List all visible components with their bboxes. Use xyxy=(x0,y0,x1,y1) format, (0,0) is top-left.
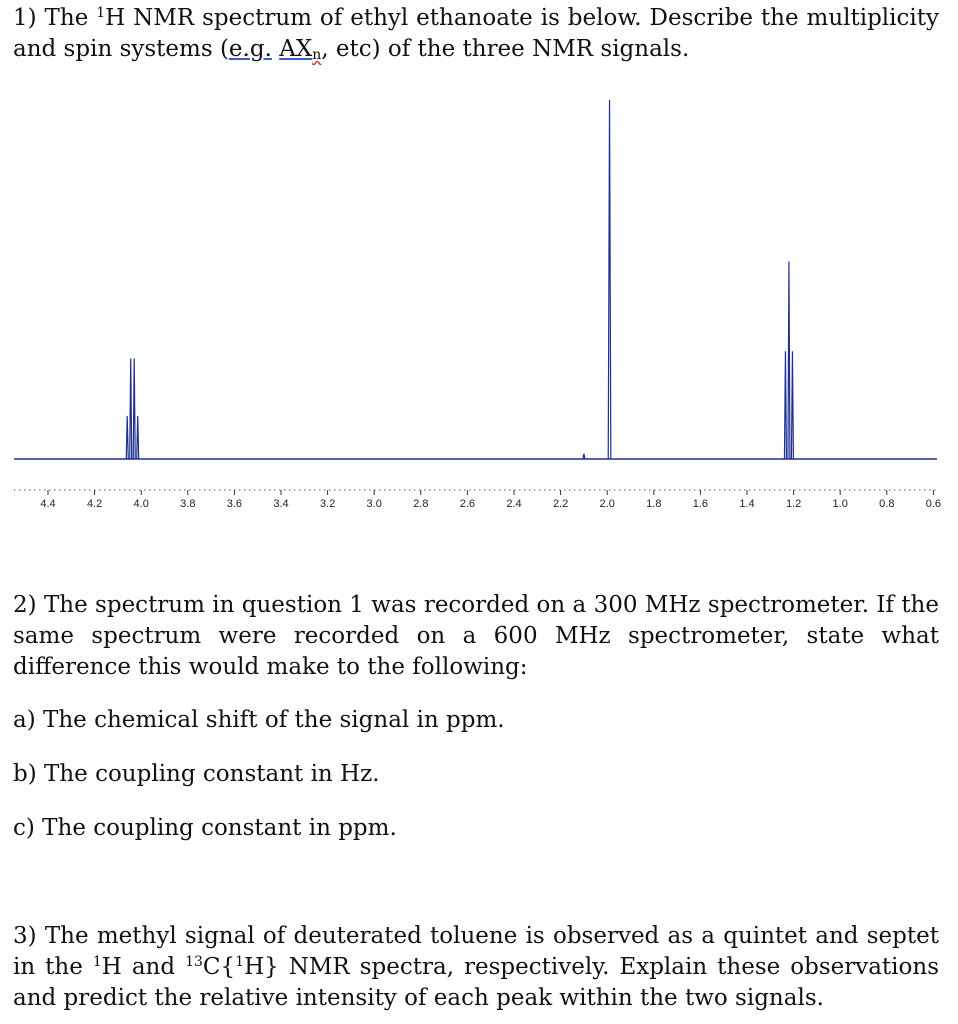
x-axis-tick-label: 2.6 xyxy=(460,498,475,510)
q3-text: H} NMR spectra, respectively. Explain th… xyxy=(13,954,939,1011)
spectrum-peak xyxy=(125,415,129,460)
x-axis-tick-label: 0.8 xyxy=(879,498,894,510)
q3-text: 3) The methyl signal of deuterated tolue… xyxy=(13,923,939,980)
x-axis-tick-label: 0.6 xyxy=(926,498,941,510)
question-2b: b) The coupling constant in Hz. xyxy=(13,761,380,787)
spectrum-trace-group xyxy=(14,99,937,460)
x-axis-tick-label: 3.6 xyxy=(227,498,242,510)
q3-superscript: 1 xyxy=(92,954,102,970)
nmr-spectrum-chart: 4.4 4.2 4.0 3.8 3.6 3.4 3.2 3.0 2.8 2.6 2.4 2.2 2.0 1… xyxy=(14,99,941,510)
x-axis-tick-label: 3.4 xyxy=(273,498,288,510)
q1-eg: e.g. xyxy=(228,36,272,62)
q3-superscript: 1 xyxy=(235,954,245,970)
q1-ax: AXn xyxy=(279,36,321,62)
x-axis-tick-label: 1.8 xyxy=(646,498,661,510)
x-axis-tick-label: 3.2 xyxy=(320,498,335,510)
x-axis-tick-label: 1.2 xyxy=(786,498,801,510)
q1-ax-text: AX xyxy=(279,36,313,62)
x-axis-tick-label: 4.0 xyxy=(134,498,149,510)
spectrum-peak xyxy=(787,261,791,460)
spectrum-peak xyxy=(129,358,133,460)
x-axis: 4.4 4.2 4.0 3.8 3.6 3.4 3.2 3.0 2.8 2.6 2.4 2.2 2.0 1… xyxy=(14,489,941,510)
q1-superscript: 1 xyxy=(96,5,106,21)
q1-text: 1) The xyxy=(13,5,97,31)
q3-superscript: 13 xyxy=(185,954,203,970)
x-axis-tick-label: 2.0 xyxy=(600,498,615,510)
x-axis-tick-label: 2.2 xyxy=(553,498,568,510)
spectrum-peak xyxy=(607,99,612,460)
question-3: 3) The methyl signal of deuterated tolue… xyxy=(13,921,939,1014)
x-axis-tick-label: 1.4 xyxy=(739,498,754,510)
q1-ax-subscript: n xyxy=(312,47,322,63)
spectrum-peak xyxy=(132,358,136,460)
question-2c: c) The coupling constant in ppm. xyxy=(13,815,397,841)
x-axis-tick-label: 3.0 xyxy=(367,498,382,510)
spectrum-peak xyxy=(582,453,586,460)
x-axis-tick-label: 2.4 xyxy=(506,498,521,510)
x-axis-tick-label: 4.2 xyxy=(87,498,102,510)
question-1: 1) The 1H NMR spectrum of ethyl ethanoat… xyxy=(13,3,939,65)
x-axis-tick-label: 1.0 xyxy=(833,498,848,510)
question-2: 2) The spectrum in question 1 was record… xyxy=(13,592,939,680)
x-axis-tick-label: 2.8 xyxy=(413,498,428,510)
x-axis-tick-label: 1.6 xyxy=(693,498,708,510)
q3-text: H and xyxy=(101,954,186,980)
q3-text: C{ xyxy=(202,954,236,980)
q1-text: , etc) of the three NMR signals. xyxy=(321,36,690,62)
spectrum-peak xyxy=(783,351,788,460)
question-2a: a) The chemical shift of the signal in p… xyxy=(13,707,505,733)
x-axis-tick-label: 3.8 xyxy=(180,498,195,510)
x-axis-tick-label: 4.4 xyxy=(40,498,55,510)
spectrum-peak xyxy=(790,351,795,460)
q1-text: H NMR spectrum of ethyl ethanoate is bel… xyxy=(13,5,939,62)
spectrum-peak xyxy=(136,415,140,460)
